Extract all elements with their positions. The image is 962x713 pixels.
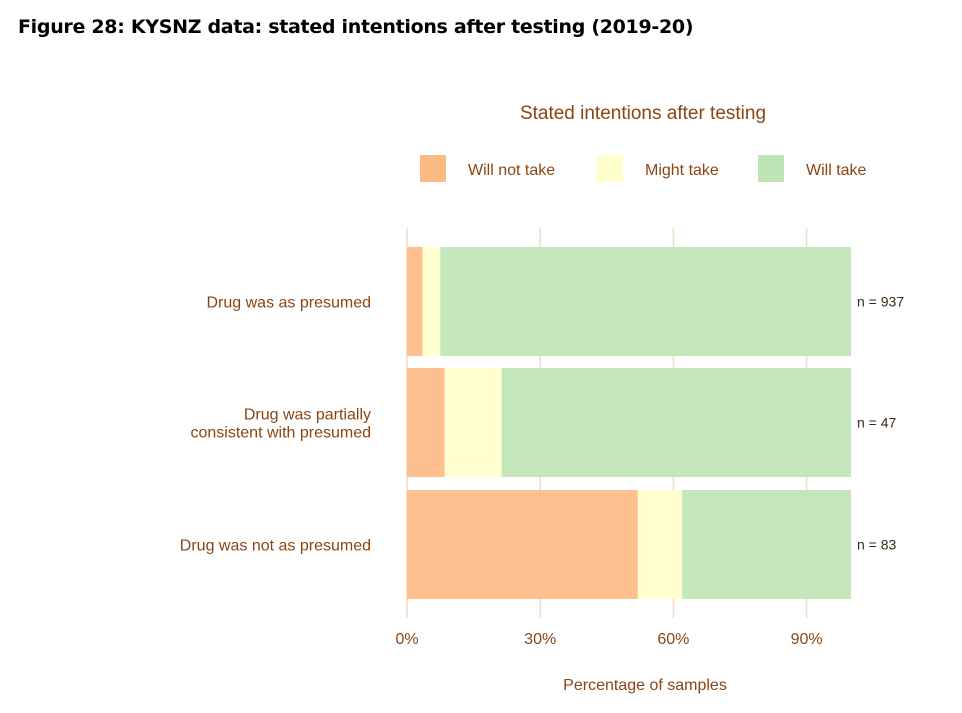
bar-drug-was-not-as-presumed-will-take — [682, 490, 851, 599]
bar-drug-was-as-presumed-will-not-take — [407, 247, 423, 356]
x-tick-label-90: 90% — [791, 631, 823, 648]
bar-drug-was-partially-consistent-with-presumed-might-take — [444, 368, 502, 477]
category-labels: Drug was as presumed Drug was partially co… — [180, 295, 371, 555]
legend-label-will-take: Will take — [806, 162, 867, 179]
x-axis-ticks: 0% 30% 60% 90% — [395, 631, 822, 648]
x-tick-label-60: 60% — [657, 631, 689, 648]
category-label-3: Drug was not as presumed — [180, 538, 371, 555]
bar-drug-was-as-presumed-might-take — [422, 247, 441, 356]
n-label-2: n = 47 — [857, 415, 897, 431]
category-label-2: Drug was partially consistent with presum… — [190, 407, 371, 442]
bar-drug-was-as-presumed-will-take — [440, 247, 851, 356]
legend: Will not take Might take Will take — [420, 155, 867, 182]
x-tick-label-30: 30% — [524, 631, 556, 648]
legend-swatch-will-take — [758, 155, 784, 182]
bar-drug-was-partially-consistent-with-presumed-will-not-take — [407, 368, 445, 477]
bar-drug-was-not-as-presumed-might-take — [637, 490, 683, 599]
bar-drug-was-not-as-presumed-will-not-take — [407, 490, 638, 599]
bar-drug-was-partially-consistent-with-presumed-will-take — [501, 368, 851, 477]
legend-swatch-will-not-take — [420, 155, 446, 182]
legend-label-will-not-take: Will not take — [468, 162, 555, 179]
legend-swatch-might-take — [597, 155, 623, 182]
chart-title: Stated intentions after testing — [520, 103, 766, 124]
bars — [407, 247, 851, 599]
x-axis-label: Percentage of samples — [563, 677, 727, 694]
x-tick-label-0: 0% — [395, 631, 418, 648]
figure-title: Figure 28: KYSNZ data: stated intentions… — [18, 16, 694, 38]
sample-size-labels: n = 937 n = 47 n = 83 — [857, 294, 904, 553]
legend-label-might-take: Might take — [645, 162, 719, 179]
category-label-1: Drug was as presumed — [206, 295, 371, 312]
n-label-1: n = 937 — [857, 294, 904, 310]
n-label-3: n = 83 — [857, 537, 897, 553]
